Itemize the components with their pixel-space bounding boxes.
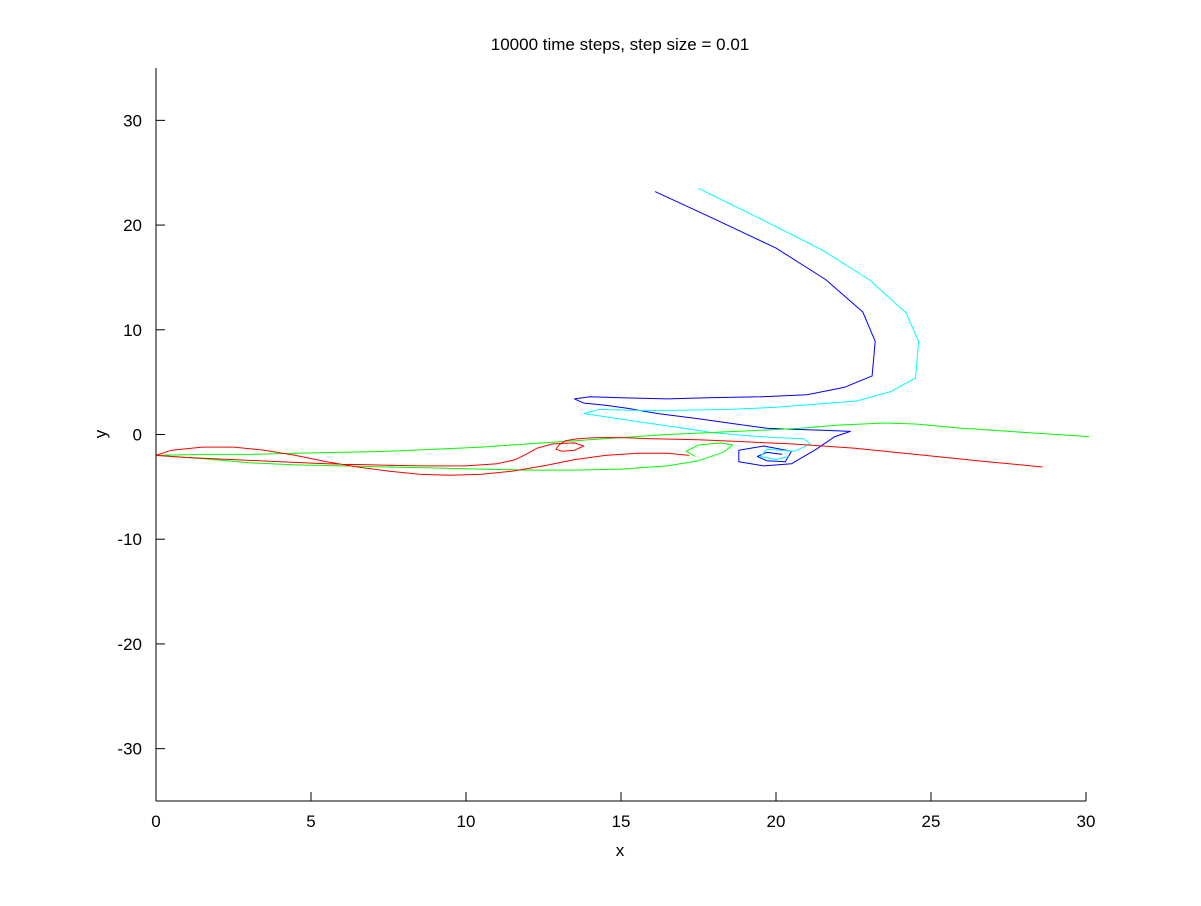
y-tick-label: 0	[133, 426, 142, 445]
x-tick-label: 5	[306, 812, 315, 831]
x-tick-label: 25	[922, 812, 941, 831]
y-tick-label: 10	[123, 321, 142, 340]
tick-labels: 0 5 10 15 20 25 30 -30 -20 -10 0 10 20 30	[117, 111, 1095, 831]
x-tick-label: 30	[1077, 812, 1096, 831]
y-tick-label: 30	[123, 111, 142, 130]
series-line-2	[583, 187, 920, 461]
series-line-1	[574, 191, 876, 467]
x-tick-label: 15	[612, 812, 631, 831]
axes	[155, 68, 1087, 802]
y-tick-label: -20	[117, 635, 142, 654]
series-line-3	[155, 422, 1090, 471]
y-tick-label: 20	[123, 216, 142, 235]
y-axis-label: y	[91, 429, 110, 438]
x-tick-label: 0	[151, 812, 160, 831]
chart-title: 10000 time steps, step size = 0.01	[491, 35, 749, 54]
x-tick-label: 20	[767, 812, 786, 831]
series-layer	[155, 187, 1090, 476]
y-tick-label: -30	[117, 740, 142, 759]
series-line-4	[155, 437, 1043, 476]
y-tick-label: -10	[117, 530, 142, 549]
x-axis-label: x	[616, 841, 625, 860]
x-tick-label: 10	[457, 812, 476, 831]
